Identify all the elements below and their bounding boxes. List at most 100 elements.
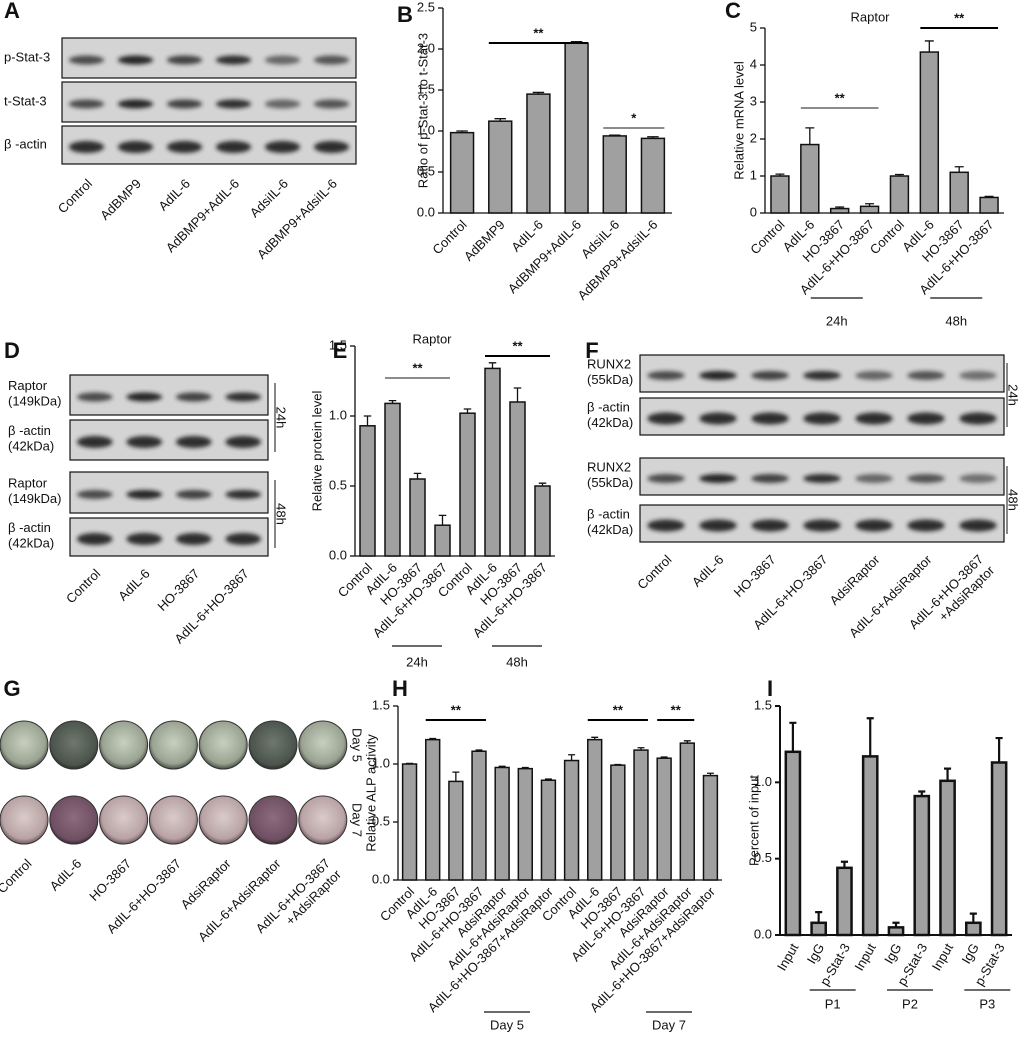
bar: [459, 412, 476, 557]
bar: [434, 524, 451, 557]
blot-band: [215, 141, 252, 153]
time-label: 24h: [274, 407, 289, 429]
blot-band: [126, 392, 163, 402]
bar: [939, 779, 956, 937]
group-label: P1: [825, 996, 841, 1011]
y-axis-label: Ratio of p-Stat-3 to t-Stat-3: [415, 33, 430, 188]
y-tick-label: 1.5: [329, 337, 347, 352]
bar: [409, 478, 426, 557]
blot-band: [225, 392, 262, 402]
row-label: β -actin (42kDa): [8, 423, 54, 454]
blot-band: [264, 141, 301, 153]
y-tick-label: 0.5: [372, 813, 390, 828]
error-bar: [805, 127, 815, 145]
well: [198, 720, 248, 770]
significance-mark: **: [613, 702, 624, 717]
panel-letter: D: [4, 338, 20, 363]
row-label: Raptor (149kDa): [8, 476, 61, 507]
blot-band: [68, 55, 105, 65]
well: [99, 795, 149, 845]
x-tick-label: IgG: [881, 941, 904, 967]
blot-band: [225, 436, 262, 448]
blot-band: [647, 412, 685, 425]
blot-band: [225, 490, 262, 499]
blot-band: [126, 533, 163, 545]
lane-label: HO-3867: [731, 552, 779, 600]
bar: [919, 51, 940, 214]
blot-band: [959, 371, 997, 380]
group-label: P2: [902, 996, 918, 1011]
y-tick-label: 1.5: [754, 697, 772, 712]
lane-label: AdIL-6: [689, 552, 727, 590]
bar: [770, 175, 790, 214]
error-bar: [438, 514, 447, 526]
well: [198, 795, 248, 845]
row-label: p-Stat-3: [4, 49, 50, 64]
day-label: Day 7: [350, 803, 365, 837]
bar: [401, 763, 418, 881]
bar: [702, 774, 719, 881]
y-tick-label: 2: [750, 130, 757, 145]
bar: [859, 205, 880, 214]
blot-band: [751, 474, 789, 483]
blot-band: [855, 371, 893, 380]
x-tick-label: IgG: [958, 941, 981, 967]
bar: [633, 749, 649, 881]
panel-letter: C: [725, 0, 741, 23]
well: [298, 720, 348, 770]
y-tick-label: 0.5: [329, 477, 347, 492]
y-tick-label: 4: [750, 56, 757, 71]
significance-mark: **: [512, 338, 523, 353]
bar: [784, 750, 802, 937]
x-tick-label: IgG: [804, 941, 827, 967]
blot-band: [699, 412, 737, 425]
significance-mark: *: [631, 110, 637, 125]
bar: [800, 143, 820, 214]
bar: [494, 766, 510, 881]
bar: [509, 401, 526, 557]
panel-letter: E: [333, 338, 348, 363]
bar: [471, 750, 487, 881]
blot-band: [76, 436, 113, 448]
row-label: β -actin: [4, 136, 47, 151]
lane-label: AdBMP9: [97, 176, 144, 223]
panel-letter: F: [585, 338, 598, 363]
bar: [517, 767, 533, 881]
blot-band: [647, 474, 685, 483]
row-label: RUNX2 (55kDa): [587, 357, 633, 388]
error-bar: [413, 472, 422, 479]
blot-band: [959, 519, 997, 532]
lane-label: Control: [634, 552, 674, 592]
panel-letter: I: [767, 676, 773, 701]
well: [49, 795, 99, 845]
blot-band: [699, 371, 737, 380]
blot-band: [215, 99, 252, 109]
blot-band: [175, 533, 212, 545]
error-bar: [924, 40, 934, 53]
y-axis-label: Relative mRNA level: [731, 61, 746, 180]
bar: [563, 759, 580, 881]
y-tick-label: 0.0: [417, 204, 435, 219]
blot-band: [907, 412, 945, 425]
blot-band: [803, 519, 841, 532]
bar: [810, 921, 828, 937]
blot-band: [76, 490, 113, 499]
x-tick-label: Input: [851, 940, 879, 973]
blot-band: [117, 55, 154, 65]
bar: [679, 742, 695, 881]
y-tick-label: 1.0: [417, 122, 435, 137]
y-tick-label: 1.0: [329, 407, 347, 422]
blot-band: [855, 474, 893, 483]
lane-label: AdIL-6: [155, 176, 193, 214]
bar: [913, 794, 931, 937]
y-tick-label: 1.5: [417, 81, 435, 96]
y-tick-label: 0.0: [329, 547, 347, 562]
bar: [425, 738, 441, 881]
y-tick-label: 3: [750, 93, 757, 108]
error-bar: [866, 717, 874, 757]
blot-band: [126, 490, 163, 499]
blot-band: [166, 99, 203, 109]
bar: [564, 42, 589, 214]
y-tick-label: 1.5: [372, 697, 390, 712]
bar: [887, 926, 905, 937]
